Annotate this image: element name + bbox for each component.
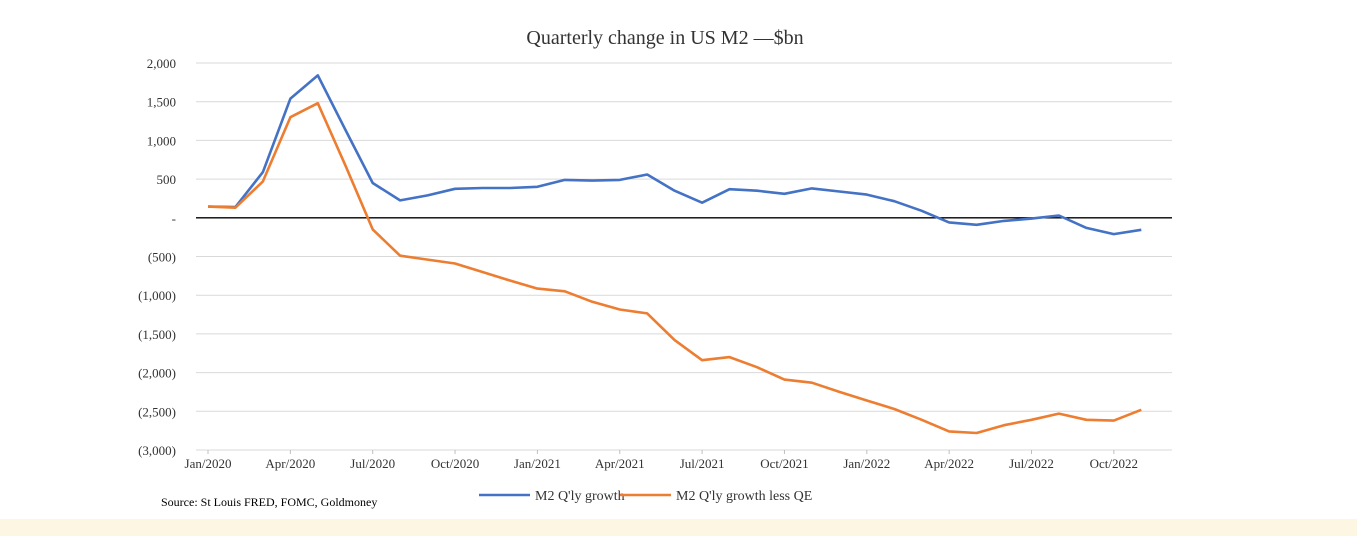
x-tick-label: Oct/2021 <box>760 456 808 471</box>
source-note: Source: St Louis FRED, FOMC, Goldmoney <box>161 495 378 509</box>
series-line-m2-growth <box>207 74 1142 236</box>
legend-label: M2 Q'ly growth less QE <box>676 489 812 504</box>
x-axis: Jan/2020 Apr/2020 Jul/2020 Oct/2020 Jan/2021… <box>185 449 1172 471</box>
x-tick-label: Apr/2022 <box>924 456 974 471</box>
x-tick-label: Jan/2022 <box>843 456 890 471</box>
legend-label: M2 Q'ly growth <box>535 489 625 504</box>
y-tick-label: 500 <box>157 172 177 187</box>
y-axis: 2,000 1,500 1,000 500 - (500) (1,000) (1,500) (2… <box>138 56 1172 458</box>
y-tick-label: (500) <box>148 250 176 265</box>
x-tick-label: Apr/2020 <box>265 456 315 471</box>
y-tick-label: 2,000 <box>147 56 176 71</box>
y-tick-label: 1,000 <box>147 133 176 148</box>
x-tick-label: Jan/2020 <box>185 456 232 471</box>
x-tick-label: Jul/2022 <box>1009 456 1054 471</box>
chart-title: Quarterly change in US M2 —$bn <box>526 27 803 49</box>
y-tick-label: (2,000) <box>138 366 176 381</box>
x-tick-label: Jan/2021 <box>514 456 561 471</box>
series-line-m2-growth-less-qe <box>207 101 1142 435</box>
y-tick-label: 1,500 <box>147 95 176 110</box>
y-tick-label: (1,500) <box>138 327 176 342</box>
legend: M2 Q'ly growth M2 Q'ly growth less QE <box>479 489 812 504</box>
x-tick-label: Oct/2022 <box>1090 456 1138 471</box>
y-tick-label: (2,500) <box>138 404 176 419</box>
x-tick-label: Jul/2021 <box>680 456 725 471</box>
x-tick-label: Oct/2020 <box>431 456 479 471</box>
y-tick-label: - <box>172 211 176 226</box>
x-tick-label: Apr/2021 <box>595 456 645 471</box>
y-tick-label: (1,000) <box>138 288 176 303</box>
bottom-band <box>0 519 1357 536</box>
x-tick-label: Jul/2020 <box>350 456 395 471</box>
y-tick-label: (3,000) <box>138 443 176 458</box>
series-lines <box>207 74 1142 435</box>
